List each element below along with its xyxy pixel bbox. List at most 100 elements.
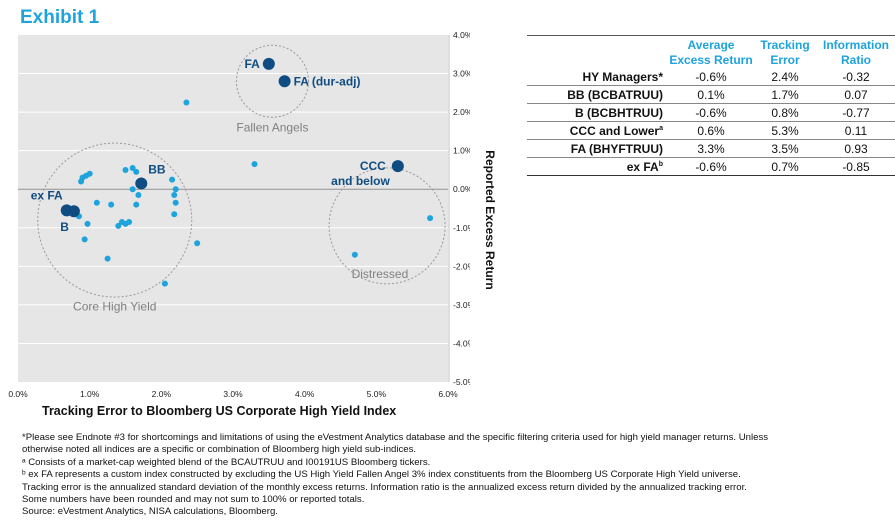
row-label: ex FAb (527, 157, 669, 176)
row-label: FA (BHYFTRUU) (527, 139, 669, 158)
cell-tracking-error: 3.5% (753, 139, 817, 158)
x-tick-label: 1.0% (80, 389, 100, 399)
manager-point (169, 176, 176, 183)
manager-point (251, 161, 258, 168)
y-tick-label: 1.0% (453, 146, 470, 156)
ccc-label: CCC (360, 159, 386, 173)
manager-point (133, 168, 140, 175)
y-tick-label: 3.0% (453, 69, 470, 79)
fa-label: FA (244, 57, 260, 71)
core-high-yield-label: Core High Yield (73, 300, 156, 314)
ex-fa-label: ex FA (31, 188, 63, 202)
manager-point (161, 280, 168, 287)
index-point (278, 75, 291, 88)
x-tick-label: 3.0% (223, 389, 243, 399)
cell-info-ratio: -0.32 (817, 68, 895, 86)
plot-background (18, 35, 448, 382)
manager-point (183, 99, 190, 106)
exhibit-title: Exhibit 1 (20, 7, 100, 28)
row-label: B (BCBHTRUU) (527, 103, 669, 122)
table-row: BB (BCBATRUU) 0.1% 1.7% 0.07 (527, 85, 895, 104)
manager-point (171, 192, 178, 199)
x-tick-label: 2.0% (152, 389, 172, 399)
bb-label: BB (148, 162, 166, 176)
y-axis-title: Reported Excess Return (480, 135, 500, 305)
footnotes: *Please see Endnote #3 for shortcomings … (22, 432, 872, 519)
cell-return: 3.3% (669, 139, 753, 158)
row-label: BB (BCBATRUU) (527, 85, 669, 104)
manager-point (172, 186, 179, 193)
footnote-line: ᵇ ex FA represents a custom index constr… (22, 469, 741, 481)
cell-info-ratio: -0.85 (817, 157, 895, 176)
cell-tracking-error: 5.3% (753, 121, 817, 140)
footnote-line: otherwise noted all indices are a specif… (22, 444, 417, 456)
cell-info-ratio: 0.93 (817, 139, 895, 158)
cell-return: 0.6% (669, 121, 753, 140)
manager-point (133, 201, 140, 208)
index-point (391, 160, 404, 173)
y-tick-label: -3.0% (453, 300, 470, 310)
stats-table: Average Excess Return Tracking Error Infor… (527, 35, 895, 176)
cell-return: -0.6% (669, 157, 753, 176)
table-row: B (BCBHTRUU) -0.6% 0.8% -0.77 (527, 103, 895, 122)
manager-point (351, 251, 358, 258)
y-tick-label: 0.0% (453, 184, 470, 194)
stats-table-header: Average Excess Return Tracking Error Infor… (527, 35, 895, 68)
y-tick-label: -2.0% (453, 261, 470, 271)
fallen-angels-label: Fallen Angels (236, 120, 308, 134)
manager-point (108, 201, 115, 208)
core-high-yield-circle (37, 142, 193, 298)
manager-point (104, 255, 111, 262)
manager-point (135, 192, 142, 199)
manager-point (115, 222, 122, 229)
manager-point (122, 166, 129, 173)
index-point (135, 177, 148, 190)
table-row: FA (BHYFTRUU) 3.3% 3.5% 0.93 (527, 139, 895, 158)
manager-point (172, 199, 179, 206)
footnote-line: Tracking error is the annualized standar… (22, 481, 747, 493)
header-excess-return: Average Excess Return (669, 35, 753, 68)
y-tick-label: -5.0% (453, 377, 470, 387)
b-label: B (60, 220, 69, 234)
header-information-ratio: Information Ratio (817, 35, 895, 68)
cell-return: -0.6% (669, 103, 753, 122)
y-tick-label: 4.0% (453, 30, 470, 40)
footnote-line: *Please see Endnote #3 for shortcomings … (22, 432, 769, 443)
x-tick-label: 5.0% (367, 389, 387, 399)
cell-info-ratio: 0.07 (817, 85, 895, 104)
cell-tracking-error: 2.4% (753, 68, 817, 86)
cell-info-ratio: 0.11 (817, 121, 895, 140)
manager-point (427, 215, 434, 222)
manager-point (81, 236, 88, 243)
manager-point (86, 170, 93, 177)
index-point (67, 205, 80, 218)
footnote-line: ᵃ Consists of a market-cap weighted blen… (22, 456, 431, 468)
cell-tracking-error: 1.7% (753, 85, 817, 104)
manager-point (78, 178, 85, 185)
table-row: HY Managers* -0.6% 2.4% -0.32 (527, 68, 895, 86)
fallen-angels-circle (235, 44, 309, 118)
ccc-label-line2: and below (331, 174, 390, 188)
cell-return: -0.6% (669, 68, 753, 86)
x-tick-label: 4.0% (295, 389, 315, 399)
manager-point (129, 165, 136, 172)
header-tracking-error: Tracking Error (753, 35, 817, 68)
cell-return: 0.1% (669, 85, 753, 104)
manager-point (194, 240, 201, 247)
manager-point (93, 199, 100, 206)
y-tick-label: -4.0% (453, 338, 470, 348)
y-tick-label: -1.0% (453, 223, 470, 233)
index-point (262, 57, 275, 70)
table-row: ex FAb -0.6% 0.7% -0.85 (527, 157, 895, 176)
manager-point (126, 218, 133, 225)
footnote-line: Some numbers have been rounded and may n… (22, 494, 365, 506)
manager-point (84, 220, 91, 227)
row-label: CCC and Lowera (527, 121, 669, 140)
y-axis-title-text: Reported Excess Return (483, 150, 497, 290)
x-tick-label: 6.0% (438, 389, 458, 399)
distressed-circle (328, 167, 446, 285)
y-tick-label: 2.0% (453, 107, 470, 117)
cell-tracking-error: 0.7% (753, 157, 817, 176)
footnote-line: Source: eVestment Analytics, NISA calcul… (22, 506, 278, 518)
row-label: HY Managers* (527, 68, 669, 86)
